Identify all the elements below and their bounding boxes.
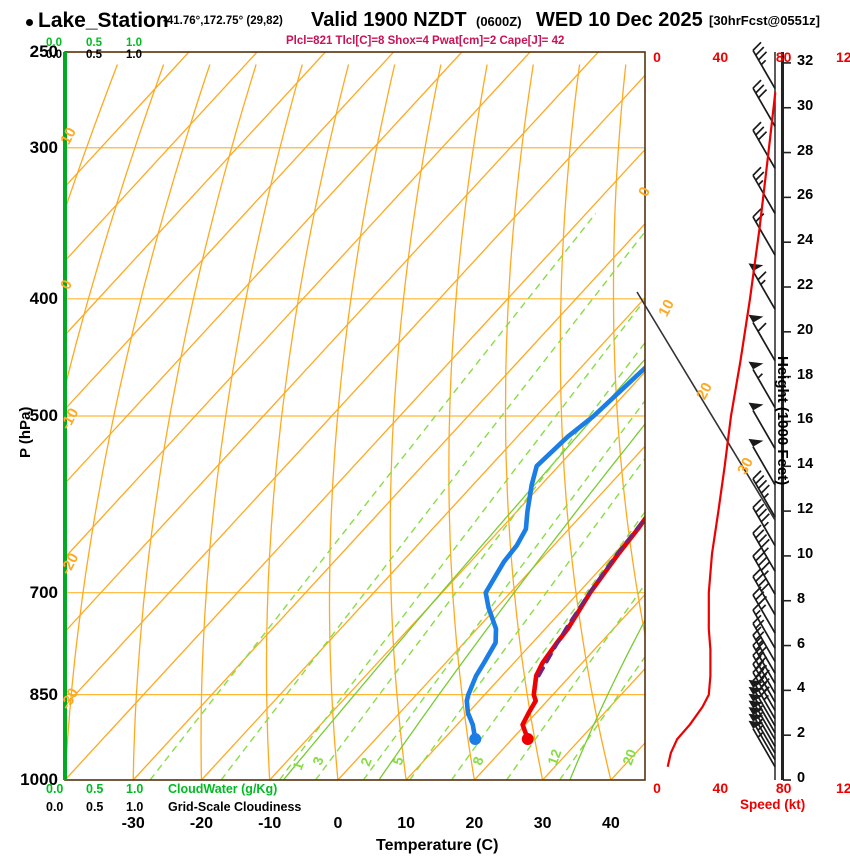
height-tick-label: 0 xyxy=(797,770,806,786)
temperature-axis-title: Temperature (C) xyxy=(376,837,499,854)
height-tick-label: 28 xyxy=(797,142,814,159)
cloudwater-tick-top: 0.5 xyxy=(86,37,102,49)
grid-lines xyxy=(65,52,645,780)
wind-barb xyxy=(748,314,776,362)
cloudwater-axis-title: CloudWater (g/Kg) xyxy=(168,782,278,796)
temperature-tick-label: -20 xyxy=(189,815,214,832)
wind-barb xyxy=(752,524,776,572)
cloudwater-tick-bottom: 0.5 xyxy=(86,782,104,796)
speed-axis-title: Speed (kt) xyxy=(740,797,806,812)
height-tick-label: 22 xyxy=(797,277,814,293)
trace-wind-speed xyxy=(666,92,777,767)
pressure-tick-label: 400 xyxy=(29,288,58,308)
pressure-tick-label: 300 xyxy=(29,137,58,157)
height-tick-label: 32 xyxy=(797,52,814,69)
trace-parcel xyxy=(537,515,645,678)
speed-tick-label-top: 80 xyxy=(775,49,792,65)
pressure-axis-title: P (hPa) xyxy=(17,406,34,458)
height-tick-label: 26 xyxy=(797,187,814,204)
cloudiness-tick-top: 0.5 xyxy=(86,49,102,61)
wind-barb xyxy=(752,41,776,89)
pressure-tick-label: 500 xyxy=(29,406,58,425)
wind-barb xyxy=(752,121,776,169)
height-tick-label: 20 xyxy=(797,321,814,338)
cloudiness-tick-bottom: 1.0 xyxy=(126,800,144,814)
cloudiness-tick-top: 1.0 xyxy=(126,49,142,61)
cloudiness-tick-bottom: 0.0 xyxy=(46,800,64,814)
station-bullet-icon xyxy=(26,19,33,26)
cloudwater-tick-top: 1.0 xyxy=(126,37,142,49)
speed-tick-label-top: 0 xyxy=(653,49,661,65)
valid-date: WED 10 Dec 2025 xyxy=(536,9,703,31)
speed-tick-label-bottom: 0 xyxy=(653,780,661,796)
height-tick-label: 10 xyxy=(797,545,814,562)
wind-barb xyxy=(748,402,776,450)
wind-barb xyxy=(748,263,776,310)
trace-dewpoint xyxy=(464,364,645,742)
speed-tick-label-top: 40 xyxy=(712,49,729,65)
height-tick-label: 6 xyxy=(797,635,806,652)
pressure-tick-label: 250 xyxy=(29,42,58,61)
wind-barb xyxy=(748,700,776,747)
temperature-tick-label: 40 xyxy=(601,815,620,832)
station-name: Lake_Station xyxy=(38,9,169,32)
cloudwater-tick-bottom: 1.0 xyxy=(126,782,144,796)
height-tick-label: 30 xyxy=(797,97,814,114)
height-tick-label: 24 xyxy=(797,232,814,249)
wind-barb xyxy=(748,438,776,486)
height-tick-label: 16 xyxy=(797,411,814,428)
valid-time-utc: (0600Z) xyxy=(476,14,522,29)
station-coordinates: -41.76°,172.75° (29,82) xyxy=(163,15,283,27)
height-tick-label: 8 xyxy=(797,590,806,607)
stability-indices: Plcl=821 Tlcl[C]=8 Shox=4 Pwat[cm]=2 Cap… xyxy=(286,35,565,47)
cloudwater-tick-bottom: 0.0 xyxy=(46,782,64,796)
speed-tick-label-bottom: 120 xyxy=(836,780,850,796)
wind-barbs xyxy=(748,41,776,768)
height-tick-label: 12 xyxy=(797,501,814,518)
temperature-tick-label: 30 xyxy=(533,815,552,832)
pressure-tick-label: 1000 xyxy=(20,770,58,789)
speed-tick-label-bottom: 80 xyxy=(775,780,792,796)
temperature-tick-label: 10 xyxy=(397,815,416,832)
temperature-tick-label: 20 xyxy=(465,815,484,832)
temperature-marker xyxy=(521,733,534,746)
temperature-tick-label: 0 xyxy=(333,815,343,832)
height-tick-label: 18 xyxy=(797,366,814,383)
height-tick-label: 14 xyxy=(797,456,814,473)
temperature-tick-label: -10 xyxy=(258,815,282,832)
wind-column-boundary xyxy=(636,291,776,521)
wind-barb xyxy=(748,720,776,768)
speed-tick-label-bottom: 40 xyxy=(712,780,729,796)
wind-barb xyxy=(752,614,776,662)
wind-barb xyxy=(752,498,776,547)
cloudiness-axis-title: Grid-Scale Cloudiness xyxy=(168,800,302,814)
wind-barb xyxy=(752,567,776,616)
wind-barb xyxy=(748,361,776,408)
pressure-tick-label: 700 xyxy=(29,582,58,602)
valid-time: Valid 1900 NZDT xyxy=(311,9,467,31)
height-tick-label: 4 xyxy=(797,680,806,697)
cloudwater-tick-top: 0.0 xyxy=(46,37,62,49)
forecast-tag: [30hrFcst@0551z] xyxy=(709,13,820,28)
speed-tick-label-top: 120 xyxy=(836,49,850,65)
height-axis-title: Height (1000 Feet) xyxy=(774,356,791,486)
height-tick-label: 2 xyxy=(797,725,806,742)
wind-barb xyxy=(752,547,776,595)
cloudiness-tick-bottom: 0.5 xyxy=(86,800,104,814)
dewpoint-marker xyxy=(469,733,482,746)
cloudiness-tick-top: 0.0 xyxy=(46,49,62,61)
temperature-tick-label: -30 xyxy=(121,815,145,832)
pressure-tick-label: 850 xyxy=(29,684,58,704)
wind-barb xyxy=(752,470,776,518)
